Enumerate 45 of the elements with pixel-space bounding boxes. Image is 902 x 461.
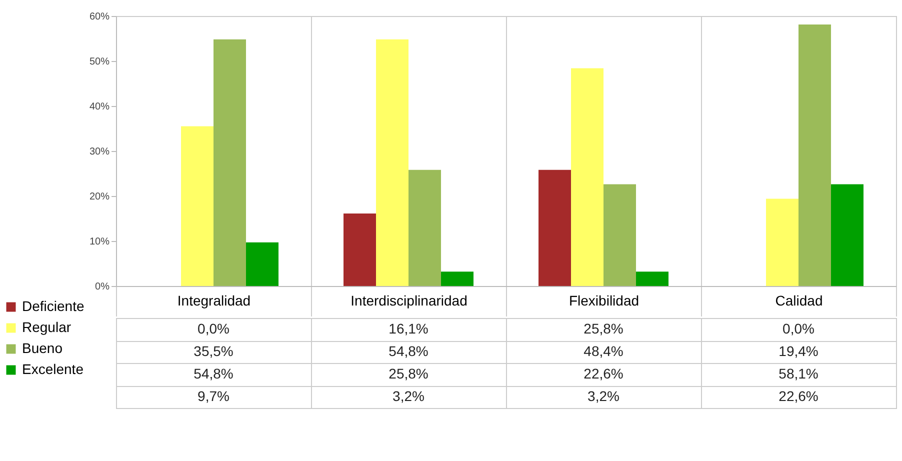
data-label: 35,5% — [194, 342, 234, 359]
bar — [376, 39, 408, 286]
bar — [766, 198, 798, 286]
bar — [798, 24, 831, 286]
y-tick-label: 30% — [89, 146, 110, 158]
bar — [604, 184, 636, 286]
y-tick-label: 10% — [89, 236, 110, 248]
bar — [246, 242, 278, 286]
data-label: 3,2% — [588, 388, 620, 404]
bar — [831, 184, 864, 286]
data-label: 48,4% — [584, 342, 624, 359]
x-tick-label: Interdisciplinaridad — [350, 292, 468, 308]
bar — [636, 272, 668, 286]
bar — [408, 170, 441, 286]
data-label: 25,8% — [388, 365, 428, 382]
data-label: 0,0% — [782, 320, 814, 336]
legend-label: Bueno — [22, 340, 63, 356]
data-label: 22,6% — [778, 388, 818, 404]
data-label: 22,6% — [584, 365, 624, 382]
y-tick-label: 40% — [89, 102, 110, 112]
x-tick-label: Flexibilidad — [568, 292, 640, 308]
data-label: 54,8% — [194, 365, 234, 382]
data-label: 54,8% — [388, 342, 428, 359]
data-label: 25,8% — [584, 320, 624, 336]
legend-label: Excelente — [22, 361, 84, 377]
x-tick-label: Integralidad — [177, 292, 251, 308]
data-label: 16,1% — [388, 320, 428, 336]
data-label: 3,2% — [392, 388, 424, 404]
bar — [181, 126, 214, 286]
y-tick-label: 20% — [89, 192, 110, 202]
bar — [571, 68, 604, 286]
y-tick-label: 60% — [89, 12, 110, 22]
bar — [214, 39, 246, 286]
bar — [538, 170, 571, 286]
data-label: 58,1% — [778, 365, 818, 382]
bar — [441, 272, 474, 286]
y-tick-label: 0% — [95, 282, 110, 292]
x-tick-label: Calidad — [775, 292, 823, 308]
legend-label: Regular — [22, 319, 72, 335]
bar — [344, 214, 376, 286]
y-tick-label: 50% — [89, 56, 110, 68]
data-label: 0,0% — [198, 320, 230, 336]
data-label: 9,7% — [198, 388, 230, 404]
data-label: 19,4% — [778, 342, 818, 359]
legend-label: Deficiente — [22, 298, 84, 314]
